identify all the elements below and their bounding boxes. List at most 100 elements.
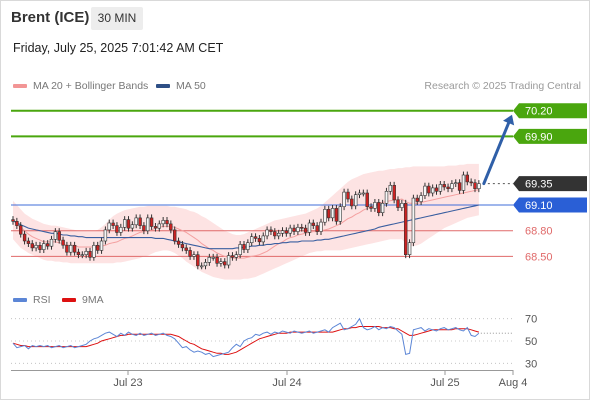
candle-down xyxy=(215,256,219,264)
candle-down xyxy=(169,223,173,231)
candle-up xyxy=(380,203,385,214)
candle-up xyxy=(49,239,54,247)
candle-up xyxy=(130,224,135,229)
candle-down xyxy=(142,225,146,232)
candle-down xyxy=(26,240,31,244)
ma20-swatch xyxy=(13,84,27,88)
candle-up xyxy=(261,235,265,243)
candle-up xyxy=(423,185,427,196)
candle-down xyxy=(22,233,27,242)
candle-down xyxy=(369,206,373,209)
candle-up xyxy=(134,217,138,226)
legend-ma20: MA 20 + Bollinger Bands xyxy=(13,80,148,92)
candle-down xyxy=(334,208,339,222)
x-axis-label: Jul 24 xyxy=(272,377,301,389)
candle-up xyxy=(146,217,150,232)
candle-up xyxy=(357,192,362,196)
candle-down xyxy=(184,247,188,251)
ma50-swatch xyxy=(156,84,170,88)
candle-down xyxy=(257,238,262,243)
candle-up xyxy=(361,192,366,195)
candle-up xyxy=(450,183,454,190)
candle-down xyxy=(273,231,277,237)
candle-down xyxy=(292,227,296,232)
candle-up xyxy=(477,183,481,190)
candle-up xyxy=(384,191,389,204)
candle-down xyxy=(111,222,115,226)
candle-up xyxy=(438,184,443,192)
candle-down xyxy=(284,230,289,234)
candle-down xyxy=(57,231,61,241)
candle-up xyxy=(280,230,285,234)
level-label-70-20: 70.20 xyxy=(525,106,553,118)
legend-ma20-label: MA 20 + Bollinger Bands xyxy=(33,80,149,92)
candle-down xyxy=(442,184,446,188)
ma9-swatch xyxy=(62,298,76,302)
candle-up xyxy=(157,223,161,229)
datetime-label: Friday, July 25, 2025 7:01:42 AM CET xyxy=(13,41,224,55)
candle-up xyxy=(238,244,242,255)
timeframe-button[interactable]: 30 MIN xyxy=(91,7,143,30)
candle-up xyxy=(338,206,342,222)
candle-down xyxy=(457,182,462,191)
rsi-9ma-line xyxy=(12,326,480,355)
candle-down xyxy=(18,225,23,235)
candle-up xyxy=(34,245,38,249)
legend-ma50: MA 50 xyxy=(156,80,206,92)
candle-down xyxy=(473,182,477,189)
rsi-tick-label: 30 xyxy=(525,358,537,370)
level-tag-resistance xyxy=(513,103,587,119)
candle-up xyxy=(107,222,111,231)
candle-down xyxy=(72,245,77,253)
candle-up xyxy=(234,254,238,258)
candle-up xyxy=(192,254,196,257)
candle-down xyxy=(176,240,181,245)
candle-down xyxy=(96,245,100,251)
candle-down xyxy=(403,203,408,256)
candle-down xyxy=(396,199,400,208)
rsi-tick-label: 70 xyxy=(525,314,537,326)
candle-down xyxy=(65,245,69,253)
legend-9ma: 9MA xyxy=(62,294,104,306)
candle-down xyxy=(45,243,50,247)
candle-up xyxy=(219,261,223,264)
bollinger-band-area xyxy=(13,163,479,280)
candle-down xyxy=(392,185,396,201)
candle-down xyxy=(173,229,177,242)
rsi-tick-label: 50 xyxy=(525,336,537,348)
candle-up xyxy=(400,203,404,208)
candle-up xyxy=(388,185,392,192)
ma20-line xyxy=(12,189,480,259)
projection-arrow-line xyxy=(482,121,511,186)
candle-up xyxy=(53,231,58,240)
candle-down xyxy=(311,222,315,226)
candle-up xyxy=(319,221,323,232)
candle-up xyxy=(84,251,88,256)
candle-up xyxy=(407,242,412,255)
candle-down xyxy=(465,174,469,183)
candle-down xyxy=(315,225,319,232)
candle-up xyxy=(211,256,215,259)
x-axis-label: Jul 23 xyxy=(113,377,142,389)
legend-rsi-label: RSI xyxy=(33,294,51,306)
candle-up xyxy=(123,219,127,228)
candle-down xyxy=(434,187,439,192)
candle-up xyxy=(373,202,377,209)
candle-down xyxy=(61,239,65,246)
x-axis-label: Jul 25 xyxy=(430,377,459,389)
ma50-line xyxy=(12,204,480,250)
level-tag-resistance xyxy=(513,128,587,144)
x-axis-label: Aug 4 xyxy=(499,377,528,389)
instrument-title: Brent (ICE) xyxy=(11,9,90,26)
candle-up xyxy=(250,236,254,243)
candle-up xyxy=(92,245,96,258)
candle-up xyxy=(419,195,423,202)
candle-up xyxy=(265,229,269,237)
candle-up xyxy=(296,227,300,232)
candle-down xyxy=(76,251,81,256)
candle-down xyxy=(196,254,200,267)
candle-down xyxy=(469,181,473,184)
candle-down xyxy=(326,209,331,219)
credit-label: Research © 2025 Trading Central xyxy=(424,80,581,92)
candle-up xyxy=(42,243,46,250)
